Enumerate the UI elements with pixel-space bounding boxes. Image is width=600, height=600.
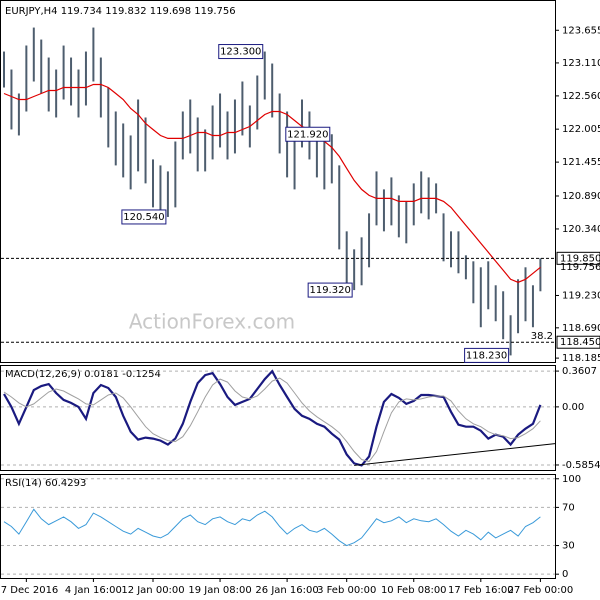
x-tick-label: 4 Jan 16:00 bbox=[65, 585, 122, 596]
watermark: ActionForex.com bbox=[129, 310, 295, 334]
line bbox=[3, 369, 542, 467]
level-label: 119.850 bbox=[560, 253, 600, 264]
line bbox=[3, 83, 541, 283]
annotation-box bbox=[218, 44, 264, 60]
y-tick-label: 100 bbox=[562, 474, 581, 485]
y-tick-label: 123.110 bbox=[562, 58, 600, 69]
annotation-label: 120.540 bbox=[123, 212, 164, 223]
rsi-title: RSI(14) 60.4293 bbox=[5, 478, 86, 489]
y-tick-label: 120.340 bbox=[562, 224, 600, 235]
macd-panel bbox=[0, 365, 556, 471]
y-tick-label: 118.185 bbox=[562, 353, 600, 364]
chart-title: EURJPY,H4 119.734 119.832 119.698 119.75… bbox=[5, 6, 236, 17]
annotation-label: 118.230 bbox=[466, 350, 507, 361]
x-tick-label: 26 Jan 16:00 bbox=[255, 585, 318, 596]
y-tick-label: 0.00 bbox=[562, 402, 584, 413]
x-tick-label: 3 Feb 00:00 bbox=[317, 585, 376, 596]
level-label: 118.450 bbox=[560, 337, 600, 348]
macd-title: MACD(12,26,9) 0.0181 -0.1254 bbox=[5, 369, 161, 380]
y-tick-label: -0.5854 bbox=[562, 460, 600, 471]
x-tick-label: 27 Feb 00:00 bbox=[508, 585, 574, 596]
annotation-label: 123.300 bbox=[220, 47, 261, 58]
y-tick-label: 119.230 bbox=[562, 290, 600, 301]
annotation-box bbox=[121, 209, 167, 225]
y-tick-label: 0 bbox=[562, 569, 568, 580]
y-tick-label: 118.690 bbox=[562, 323, 600, 334]
annotation-label: 121.920 bbox=[287, 129, 328, 140]
x-tick-label: 27 Dec 2016 bbox=[0, 585, 58, 596]
y-tick-label: 122.005 bbox=[562, 124, 600, 135]
y-tick-label: 121.455 bbox=[562, 157, 600, 168]
y-tick-label: 120.890 bbox=[562, 191, 600, 202]
annotation-box bbox=[464, 347, 510, 363]
rsi-panel bbox=[0, 474, 556, 579]
level-box bbox=[556, 251, 600, 265]
x-tick-label: 17 Feb 16:00 bbox=[448, 585, 514, 596]
level-note: 38.2 bbox=[531, 331, 553, 342]
level-box bbox=[556, 335, 600, 349]
x-tick-label: 10 Feb 08:00 bbox=[381, 585, 447, 596]
line bbox=[3, 377, 541, 463]
last-price: 119.756 bbox=[560, 262, 600, 273]
trendline bbox=[354, 443, 556, 466]
price-panel bbox=[0, 0, 556, 363]
annotation-box bbox=[307, 282, 353, 298]
y-tick-label: 70 bbox=[562, 502, 575, 513]
y-tick-label: 30 bbox=[562, 541, 575, 552]
annotation-box bbox=[285, 126, 331, 142]
y-tick-label: 0.3607 bbox=[562, 366, 597, 377]
x-tick-label: 19 Jan 08:00 bbox=[188, 585, 251, 596]
x-tick-label: 12 Jan 00:00 bbox=[121, 585, 184, 596]
y-tick-label: 122.560 bbox=[562, 91, 600, 102]
line bbox=[3, 508, 541, 547]
y-tick-label: 123.655 bbox=[562, 25, 600, 36]
annotation-label: 119.320 bbox=[309, 285, 350, 296]
